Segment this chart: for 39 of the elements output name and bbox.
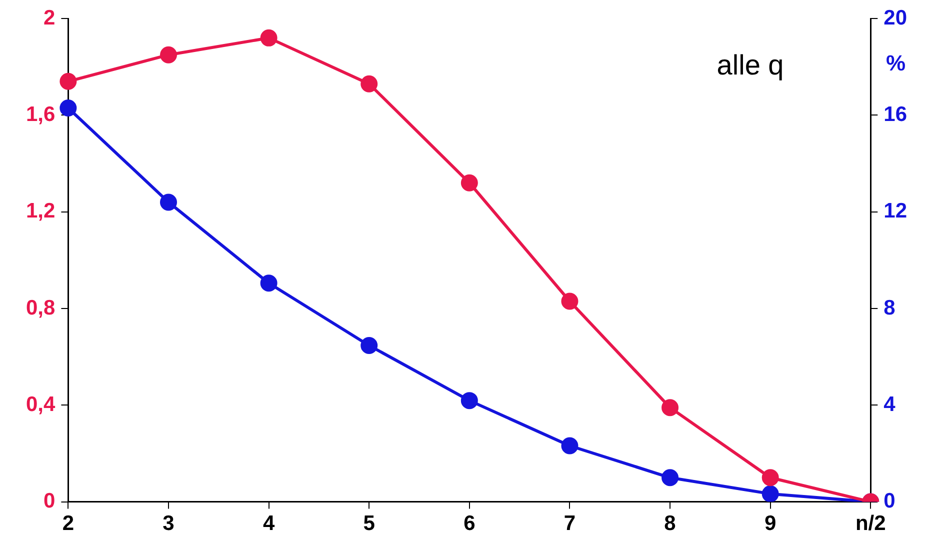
point: [561, 292, 578, 310]
y2-tick-label: 0: [884, 490, 896, 513]
point: [460, 392, 478, 410]
point: [561, 437, 578, 454]
point: [662, 469, 679, 486]
point: [360, 336, 378, 354]
point: [160, 194, 177, 211]
annotation: alle q: [716, 49, 784, 80]
x-tick-label: 5: [363, 512, 376, 536]
point: [460, 174, 478, 192]
y-tick-label: 0,4: [26, 392, 56, 416]
y-tick-label: 1,2: [26, 200, 56, 223]
y-tick-label: 0: [44, 490, 56, 513]
y2-tick-label: 16: [884, 103, 907, 126]
point: [762, 485, 779, 502]
point: [260, 29, 278, 46]
point: [662, 399, 679, 416]
x-tick-label: 6: [464, 512, 476, 536]
y-tick-label: 0,8: [26, 296, 56, 320]
y2-tick-label: 20: [884, 6, 907, 30]
x-tick-label: 4: [262, 512, 275, 536]
y2-axis-title: %: [886, 50, 906, 76]
point: [60, 72, 77, 90]
x-tick-label: 9: [764, 512, 776, 536]
x-tick-label: 3: [162, 512, 174, 536]
point: [260, 274, 278, 292]
point: [160, 46, 177, 64]
point: [60, 99, 77, 116]
y2-tick-label: 4: [884, 392, 896, 416]
x-tick-label: 2: [62, 512, 74, 536]
x-tick-label: 7: [564, 512, 576, 536]
x-tick-label: n/2: [855, 512, 886, 536]
point: [360, 75, 378, 92]
y-tick-label: 2: [44, 6, 56, 30]
y2-tick-label: 12: [884, 200, 907, 223]
x-tick-label: 8: [664, 512, 676, 536]
point: [762, 469, 779, 486]
y2-tick-label: 8: [884, 296, 896, 320]
y-tick-label: 1,6: [26, 103, 56, 126]
